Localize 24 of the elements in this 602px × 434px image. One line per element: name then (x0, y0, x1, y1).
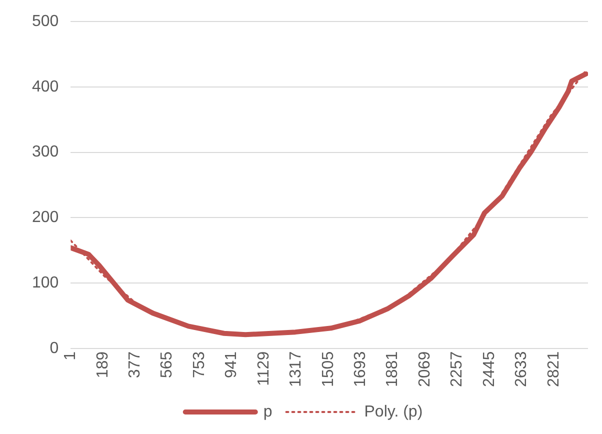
x-tick-label: 941 (223, 351, 240, 378)
x-tick-label: 1129 (255, 351, 272, 386)
y-tick-label: 100 (32, 274, 59, 292)
y-tick-label: 500 (32, 13, 59, 30)
x-tick-label: 2445 (480, 351, 498, 387)
x-tick-label: 1 (62, 351, 80, 360)
x-tick-label: 1317 (288, 351, 305, 387)
y-tick-label: 400 (32, 78, 59, 96)
x-tick-label: 1881 (384, 351, 402, 387)
x-tick-label: 753 (190, 351, 208, 378)
legend-label: p (263, 403, 272, 420)
y-tick-label: 200 (32, 209, 59, 226)
x-tick-label: 565 (158, 351, 176, 378)
x-tick-label: 1693 (352, 351, 370, 387)
y-tick-label: 0 (50, 340, 59, 357)
legend-label: Poly. (p) (364, 403, 423, 420)
x-tick-label: 2633 (513, 351, 530, 387)
x-tick-label: 189 (94, 351, 112, 378)
y-tick-label: 300 (32, 144, 59, 161)
x-tick-label: 2821 (545, 351, 562, 387)
x-tick-label: 1505 (320, 351, 337, 387)
x-tick-label: 2257 (448, 351, 466, 387)
x-tick-label: 2069 (416, 351, 434, 387)
x-tick-label: 377 (126, 351, 144, 378)
